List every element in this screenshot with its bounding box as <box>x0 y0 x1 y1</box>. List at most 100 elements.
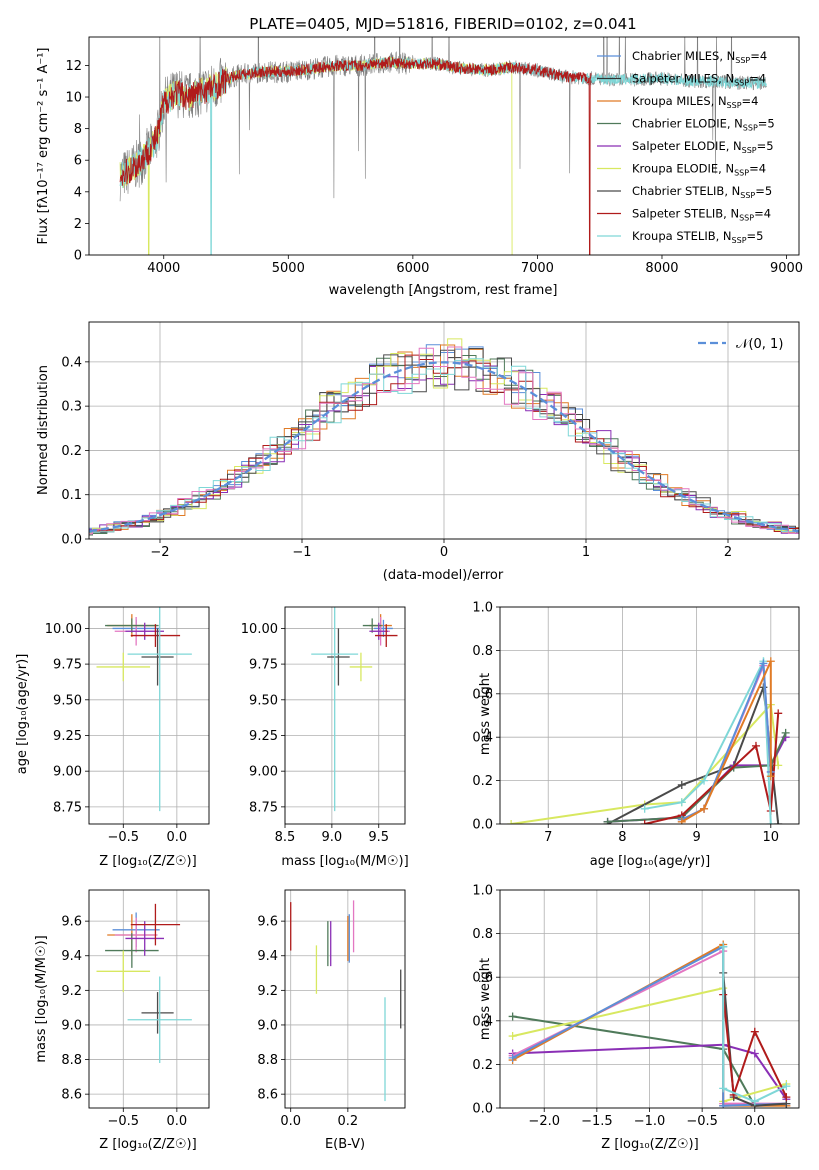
y-tick-label: 8 <box>74 122 82 137</box>
axes-frame <box>88 36 800 256</box>
axes-frame <box>88 606 210 825</box>
x-tick-label: 0.0 <box>744 1114 765 1129</box>
weight-marker <box>774 820 783 824</box>
mass-ebv-xlabel: E(B-V) <box>325 1137 365 1152</box>
y-tick-label: 9.25 <box>53 729 82 744</box>
y-tick-label: 8.8 <box>257 1053 278 1068</box>
weight-marker <box>781 728 790 737</box>
histogram-xlabel: (data-model)/error <box>383 568 504 583</box>
spectrum-legend: Chabrier MILES, NSSP=4 Salpeter MILES, NS… <box>597 49 775 245</box>
age-z-xlabel: Z [log₁₀(Z/Z☉)] <box>99 854 196 869</box>
y-tick-label: 8.75 <box>249 800 278 815</box>
weight-marker <box>759 683 768 692</box>
weight-marker <box>750 1049 759 1058</box>
x-tick-label: 1 <box>582 545 590 560</box>
mass-vs-metallicity-panel: Z [log₁₀(Z/Z☉)] mass [log₁₀(M/M☉)] −0.5 0… <box>34 889 210 1152</box>
y-tick-label: 9.50 <box>53 693 82 708</box>
residual-histogram-panel: (data-model)/error Normed distribution −… <box>36 321 800 583</box>
y-tick-label: 0 <box>74 249 82 264</box>
x-tick-label: −1.5 <box>581 1114 613 1129</box>
y-tick-label: 9.75 <box>249 658 278 673</box>
weight-line <box>512 1043 788 1100</box>
legend-entry: Salpeter ELODIE, NSSP=5 <box>632 139 774 155</box>
legend-entry: Salpeter STELIB, NSSP=4 <box>632 207 771 223</box>
y-tick-label: 8.75 <box>53 800 82 815</box>
y-tick-label: 0.2 <box>472 1058 493 1073</box>
x-tick-label: 9 <box>692 830 700 845</box>
y-tick-label: 9.50 <box>249 693 278 708</box>
y-tick-label: 9.6 <box>257 915 278 930</box>
histogram-series <box>89 338 799 536</box>
weight-marker <box>750 1097 759 1106</box>
y-tick-label: 0.8 <box>472 927 493 942</box>
x-tick-label: 5000 <box>272 261 305 276</box>
y-tick-label: 0.4 <box>61 355 82 370</box>
axes-frame <box>88 889 210 1109</box>
mass-z-ylabel: mass [log₁₀(M/M☉)] <box>34 935 49 1062</box>
weight-marker <box>774 709 783 718</box>
legend-entry: Kroupa ELODIE, NSSP=4 <box>632 162 766 178</box>
y-tick-label: 10.00 <box>45 622 82 637</box>
x-tick-label: −1.0 <box>634 1114 666 1129</box>
y-tick-label: 0.1 <box>61 488 82 503</box>
x-tick-label: 8 <box>618 830 626 845</box>
weight-line <box>722 994 788 1098</box>
weight-z-ylabel: mass weight <box>478 958 493 1040</box>
x-tick-label: 0.2 <box>338 1114 359 1129</box>
weight-line <box>722 946 787 1103</box>
y-tick-label: 9.0 <box>257 1018 278 1033</box>
spectrum-title: PLATE=0405, MJD=51816, FIBERID=0102, z=0… <box>249 15 636 33</box>
mass-weight-vs-age-panel: age [log₁₀(age/yr)] mass weight 7 8 9 10 0.0… <box>472 601 800 869</box>
x-tick-label: −2.0 <box>528 1114 560 1129</box>
y-tick-label: 9.00 <box>249 765 278 780</box>
x-tick-label: 9000 <box>770 261 803 276</box>
y-tick-label: 9.0 <box>61 1018 82 1033</box>
axes-frame <box>499 889 800 1109</box>
mass-z-xlabel: Z [log₁₀(Z/Z☉)] <box>99 1137 196 1152</box>
legend-entry: Salpeter MILES, NSSP=4 <box>632 72 766 88</box>
weight-marker <box>766 820 775 824</box>
normal-curve <box>89 361 799 533</box>
x-tick-label: 9.0 <box>322 830 343 845</box>
x-tick-label: −1 <box>292 545 311 560</box>
y-tick-label: 8.6 <box>257 1088 278 1103</box>
weight-marker <box>677 798 686 807</box>
weight-series <box>508 940 791 1108</box>
x-tick-label: 8000 <box>645 261 678 276</box>
weight-marker <box>700 804 709 813</box>
weight-marker <box>700 776 709 785</box>
weight-marker <box>766 772 775 781</box>
weight-line <box>607 686 780 824</box>
y-tick-label: 0.0 <box>472 818 493 833</box>
weight-marker <box>774 761 783 770</box>
weight-marker <box>782 1093 791 1102</box>
weight-line <box>681 660 772 823</box>
y-tick-label: 9.2 <box>61 984 82 999</box>
axes-frame <box>88 321 800 540</box>
x-tick-label: 8.5 <box>275 830 296 845</box>
y-tick-label: 1.0 <box>472 884 493 899</box>
legend-entry: Kroupa STELIB, NSSP=5 <box>632 229 763 245</box>
y-tick-label: 0.0 <box>61 533 82 548</box>
errorbar-points <box>311 607 398 812</box>
y-tick-label: 2 <box>74 217 82 232</box>
weight-marker <box>766 657 775 666</box>
y-tick-label: 9.6 <box>61 915 82 930</box>
axes-frame <box>284 606 406 825</box>
weight-age-xlabel: age [log₁₀(age/yr)] <box>590 854 711 869</box>
y-tick-label: 0.0 <box>472 1102 493 1117</box>
y-tick-label: 8.6 <box>61 1088 82 1103</box>
weight-marker <box>719 1101 728 1108</box>
weight-line <box>681 663 772 821</box>
x-tick-label: 6000 <box>396 261 429 276</box>
x-tick-label: 4000 <box>147 261 180 276</box>
weight-marker <box>640 820 649 824</box>
weight-marker <box>507 820 516 824</box>
weight-marker <box>677 817 686 824</box>
legend-entry: Chabrier STELIB, NSSP=5 <box>632 184 772 200</box>
weight-age-ylabel: mass weight <box>478 673 493 755</box>
weight-marker <box>719 942 728 951</box>
weight-marker <box>508 1012 517 1021</box>
y-tick-label: 0.8 <box>472 644 493 659</box>
y-tick-label: 9.75 <box>53 658 82 673</box>
